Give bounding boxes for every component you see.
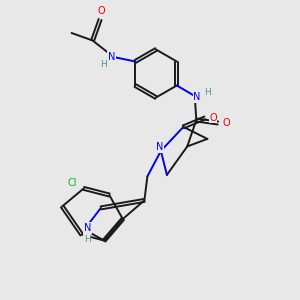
Text: N: N (84, 223, 91, 233)
Text: O: O (209, 113, 217, 123)
Text: H: H (100, 60, 106, 69)
Text: N: N (156, 142, 163, 152)
Text: N: N (194, 92, 201, 103)
Text: O: O (97, 6, 105, 16)
Text: Cl: Cl (67, 178, 76, 188)
Text: H: H (204, 88, 211, 97)
Text: N: N (108, 52, 115, 62)
Text: O: O (222, 118, 230, 128)
Text: H: H (84, 235, 91, 244)
